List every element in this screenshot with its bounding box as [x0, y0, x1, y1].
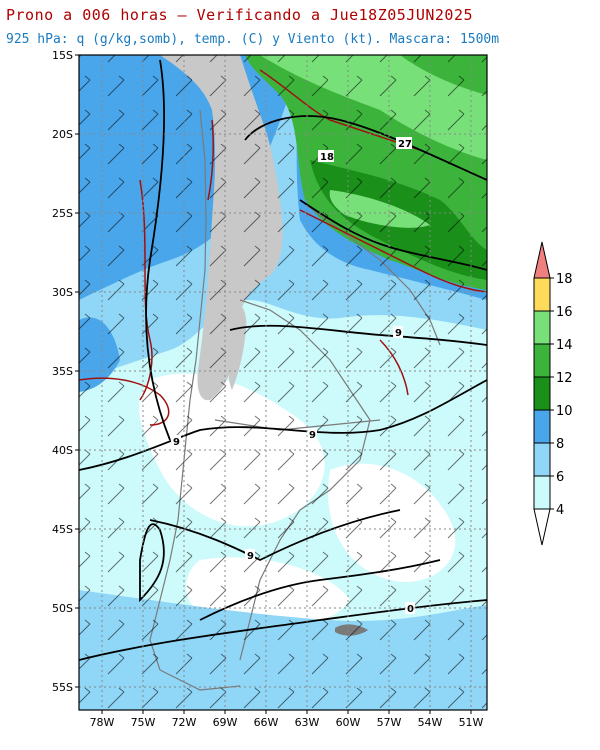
- svg-text:18: 18: [320, 152, 334, 163]
- latitude-label: 30S: [52, 286, 73, 299]
- contour-label: 27: [396, 137, 412, 150]
- colorbar-label: 6: [556, 470, 564, 485]
- colorbar-label: 4: [556, 503, 564, 518]
- colorbar-label: 18: [556, 272, 573, 287]
- contour-label: 9: [245, 549, 255, 562]
- latitude-label: 35S: [52, 365, 73, 378]
- longitude-label: 60W: [336, 716, 361, 729]
- svg-text:9: 9: [309, 430, 316, 441]
- longitude-label: 72W: [172, 716, 197, 729]
- svg-text:9: 9: [395, 328, 402, 339]
- map-gridlines: [79, 55, 487, 710]
- colorbar-segment: [533, 409, 551, 444]
- longitude-label: 69W: [213, 716, 238, 729]
- contour-label: 9: [307, 428, 317, 441]
- latitude-label: 25S: [52, 207, 73, 220]
- contour-label: 9: [171, 435, 181, 448]
- latitude-label: 50S: [52, 602, 73, 615]
- colorbar: 4 6 8 10 12 14 16 18: [533, 241, 573, 546]
- colorbar-segment: [533, 277, 551, 312]
- latitude-label: 20S: [52, 128, 73, 141]
- longitude-label: 63W: [295, 716, 320, 729]
- svg-text:9: 9: [247, 551, 254, 562]
- latitude-axis: 15S 20S 25S 30S 35S 40S 45S 50S 55S: [52, 49, 79, 694]
- latitude-label: 45S: [52, 523, 73, 536]
- colorbar-segment: [533, 376, 551, 411]
- colorbar-label: 10: [556, 404, 573, 419]
- colorbar-label: 8: [556, 437, 564, 452]
- colorbar-segment: [533, 475, 551, 510]
- colorbar-segment: [533, 310, 551, 345]
- colorbar-label: 16: [556, 305, 573, 320]
- svg-text:0: 0: [407, 604, 414, 615]
- colorbar-label: 14: [556, 338, 573, 353]
- map-subtitle: 925 hPa: q (g/kg,somb), temp. (C) y Vien…: [6, 32, 500, 47]
- longitude-label: 54W: [418, 716, 443, 729]
- map-frame: [78, 54, 488, 711]
- map-field: 27 18 9 9 9 9 0: [79, 55, 487, 710]
- longitude-axis: 78W 75W 72W 69W 66W 63W 60W 57W 54W 51W: [90, 710, 484, 729]
- longitude-label: 78W: [90, 716, 115, 729]
- svg-text:27: 27: [398, 139, 412, 150]
- colorbar-label: 12: [556, 371, 573, 386]
- colorbar-segment: [533, 343, 551, 378]
- map-title: Prono a 006 horas — Verificando a Jue18Z…: [6, 6, 474, 24]
- longitude-label: 57W: [377, 716, 402, 729]
- colorbar-segment: [533, 442, 551, 477]
- longitude-label: 75W: [131, 716, 156, 729]
- latitude-label: 15S: [52, 49, 73, 62]
- latitude-label: 55S: [52, 681, 73, 694]
- longitude-label: 66W: [254, 716, 279, 729]
- svg-text:9: 9: [173, 437, 180, 448]
- contour-label: 9: [393, 326, 403, 339]
- latitude-label: 40S: [52, 444, 73, 457]
- longitude-label: 51W: [459, 716, 484, 729]
- colorbar-segment: [533, 241, 551, 279]
- colorbar-segment: [533, 508, 551, 546]
- contour-label: 18: [318, 150, 334, 163]
